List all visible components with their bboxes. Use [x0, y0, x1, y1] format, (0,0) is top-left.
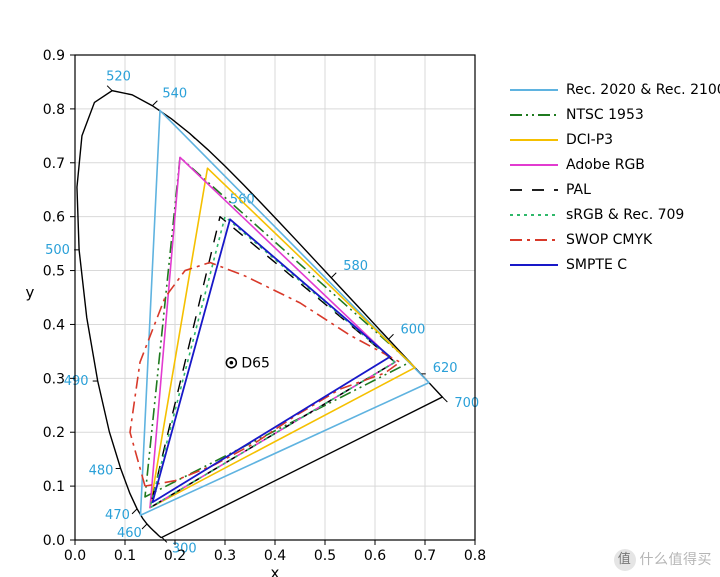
xtick-label: 0.3	[214, 548, 236, 564]
ytick-label: 0.9	[43, 48, 65, 64]
ytick-label: 0.2	[43, 425, 65, 441]
legend-label: sRGB & Rec. 709	[566, 207, 684, 223]
legend-label: SWOP CMYK	[566, 232, 653, 248]
xtick-label: 0.5	[314, 548, 336, 564]
legend-label: PAL	[566, 182, 591, 198]
locus-label: 580	[343, 259, 368, 274]
whitepoint-label: D65	[241, 356, 270, 372]
locus-label: 470	[105, 508, 130, 523]
ytick-label: 0.4	[43, 317, 65, 333]
chart-svg: 460470480490500520540560580600620700300D…	[0, 0, 720, 577]
ytick-label: 0.0	[43, 533, 65, 549]
y-axis-title: y	[26, 284, 35, 302]
locus-label: 490	[64, 374, 89, 389]
x-axis-title: x	[271, 564, 280, 577]
locus-label: 500	[45, 243, 70, 258]
xtick-label: 0.0	[64, 548, 86, 564]
xtick-label: 0.4	[264, 548, 286, 564]
locus-label: 620	[433, 361, 458, 376]
locus-label: 480	[89, 463, 114, 478]
xtick-label: 0.8	[464, 548, 486, 564]
whitepoint-dot	[230, 361, 234, 365]
xtick-label: 0.7	[414, 548, 436, 564]
locus-label: 520	[106, 70, 131, 85]
ytick-label: 0.1	[43, 479, 65, 495]
legend-label: DCI-P3	[566, 132, 613, 148]
locus-label: 540	[162, 87, 187, 102]
ytick-label: 0.8	[43, 102, 65, 118]
legend-label: Rec. 2020 & Rec. 2100	[566, 82, 720, 98]
locus-label: 460	[117, 526, 142, 541]
xtick-label: 0.1	[114, 548, 136, 564]
xtick-label: 0.6	[364, 548, 386, 564]
locus-label: 600	[401, 322, 426, 337]
ytick-label: 0.3	[43, 371, 65, 387]
legend-label: SMPTE C	[566, 257, 627, 273]
ytick-label: 0.7	[43, 156, 65, 172]
ytick-label: 0.5	[43, 264, 65, 280]
xtick-label: 0.2	[164, 548, 186, 564]
ytick-label: 0.6	[43, 210, 65, 226]
chromaticity-chart: 460470480490500520540560580600620700300D…	[0, 0, 720, 577]
legend-label: NTSC 1953	[566, 107, 644, 123]
legend-label: Adobe RGB	[566, 157, 645, 173]
